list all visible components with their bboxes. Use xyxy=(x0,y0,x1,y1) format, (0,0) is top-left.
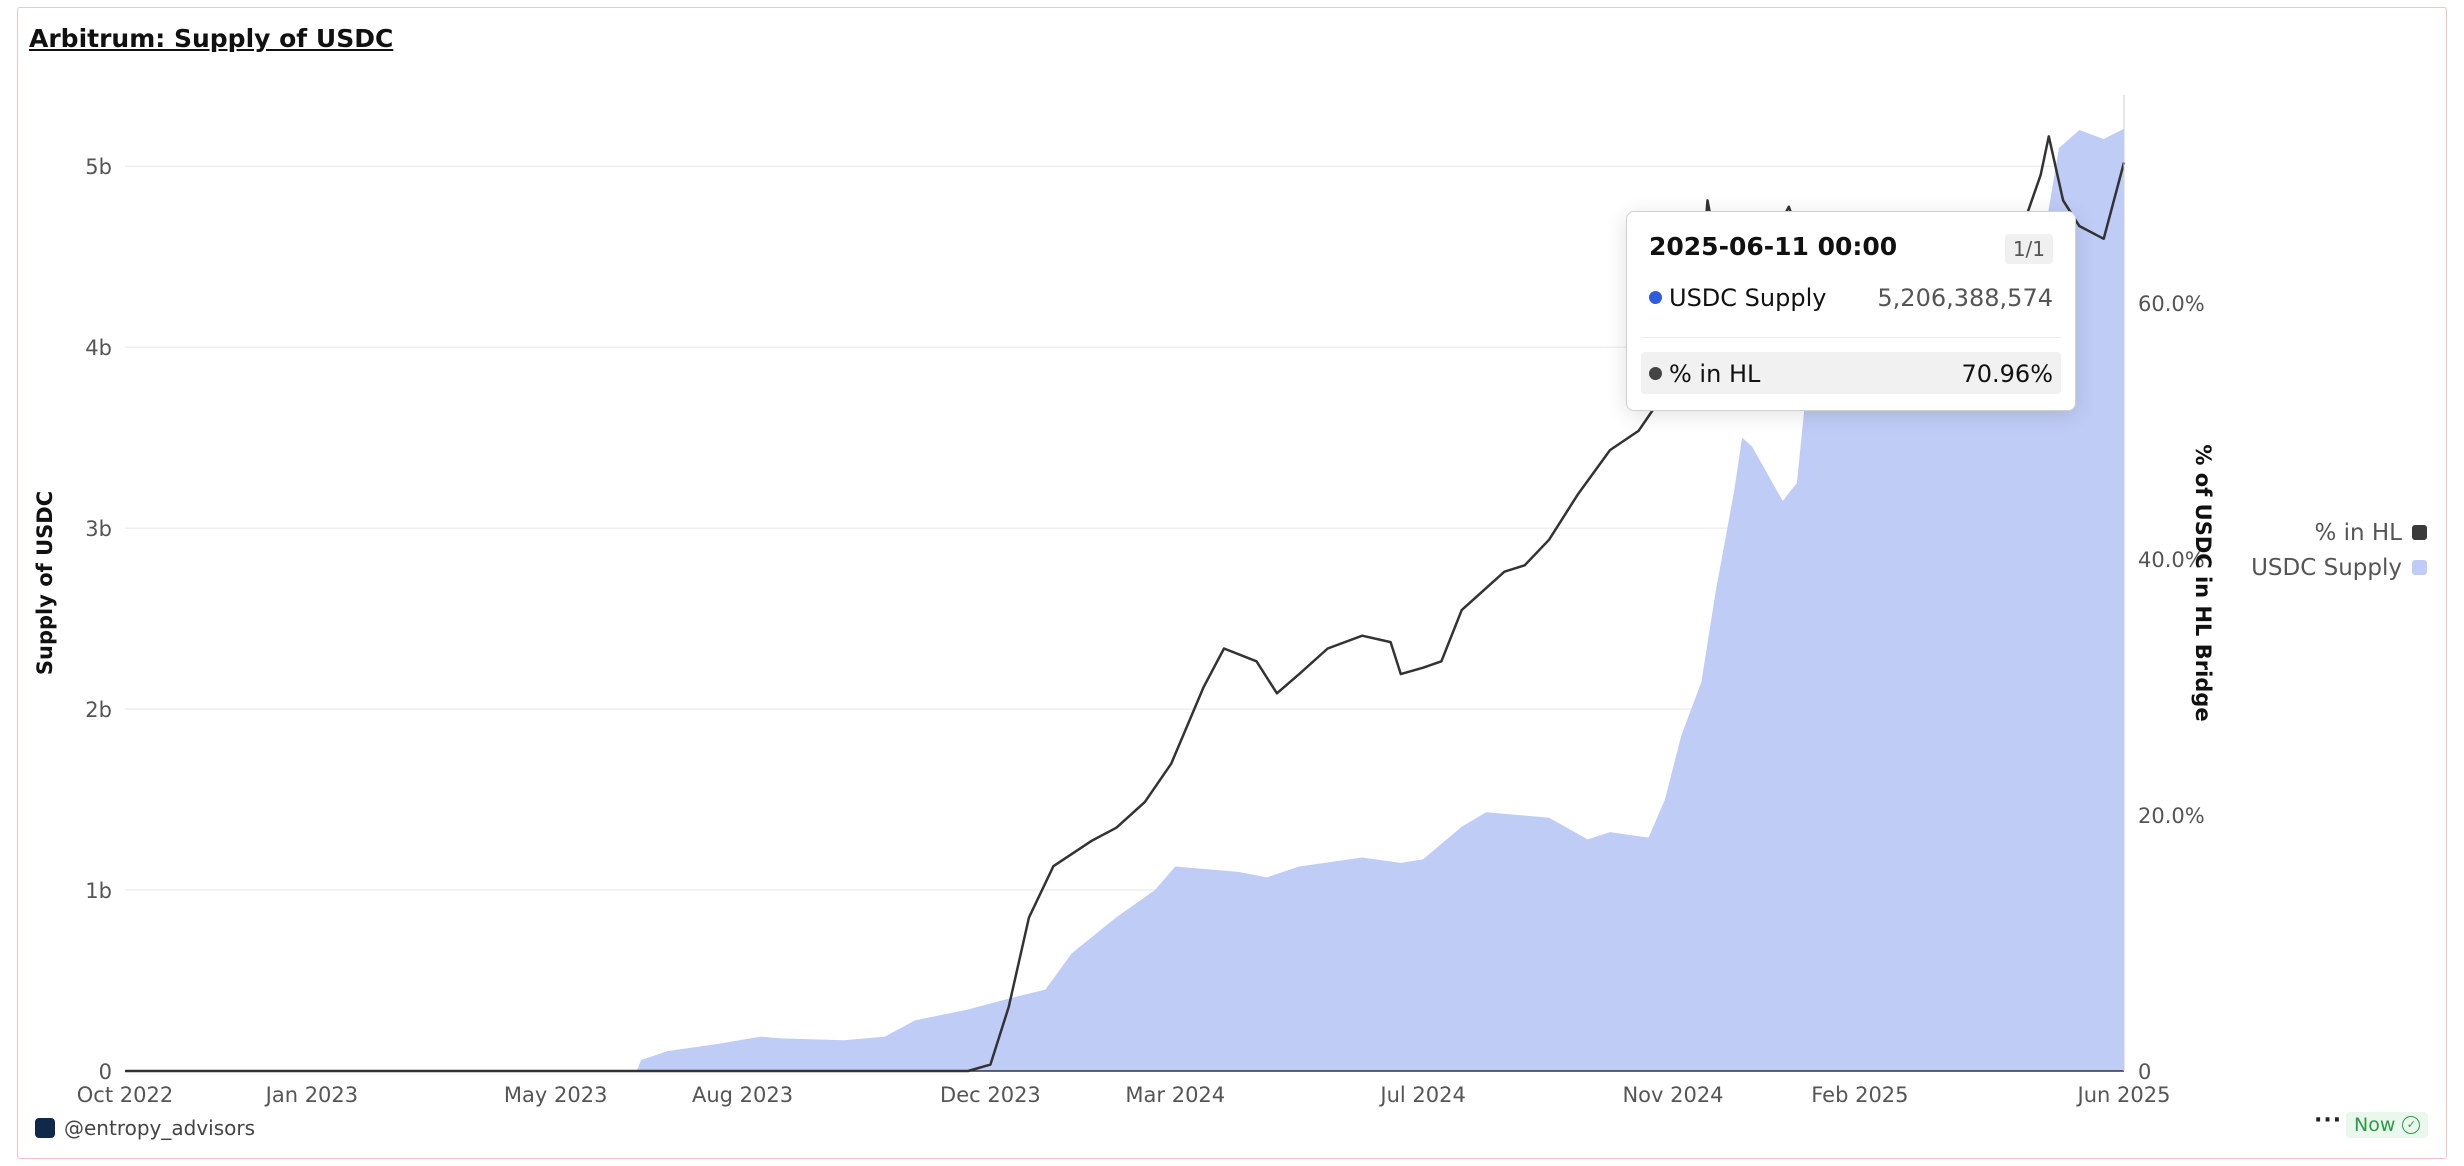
left-tick-label: 0 xyxy=(99,1060,112,1084)
refresh-status-badge[interactable]: Now ✓ xyxy=(2346,1112,2429,1138)
legend-swatch-icon xyxy=(2412,560,2427,575)
x-tick-label: Aug 2023 xyxy=(692,1083,793,1107)
legend-item-usdc-supply[interactable]: USDC Supply xyxy=(2251,550,2427,585)
right-tick-label: 20.0% xyxy=(2138,804,2205,828)
author-handle: @entropy_advisors xyxy=(64,1116,256,1140)
x-tick-label: Jul 2024 xyxy=(1378,1083,1465,1107)
legend-item-pct-in-hl[interactable]: % in HL xyxy=(2251,515,2427,550)
tooltip-series-label: % in HL xyxy=(1669,360,1761,388)
left-tick-label: 3b xyxy=(85,517,112,541)
legend-label: USDC Supply xyxy=(2251,554,2402,581)
right-axis-title: % of USDC in HL Bridge xyxy=(2191,444,2215,721)
x-tick-label: May 2023 xyxy=(504,1083,608,1107)
x-tick-label: Nov 2024 xyxy=(1622,1083,1723,1107)
entropy-logo-icon xyxy=(35,1118,55,1138)
tooltip-date: 2025-06-11 00:00 xyxy=(1649,232,1898,261)
left-tick-label: 1b xyxy=(85,879,112,903)
right-tick-label: 60.0% xyxy=(2138,292,2205,316)
legend-swatch-icon xyxy=(2412,525,2427,540)
tooltip-series-label: USDC Supply xyxy=(1669,284,1827,312)
usdc-supply-area xyxy=(125,128,2124,1072)
x-tick-label: Dec 2023 xyxy=(940,1083,1041,1107)
x-tick-label: Jun 2025 xyxy=(2076,1083,2171,1107)
x-tick-label: Feb 2025 xyxy=(1811,1083,1908,1107)
tooltip-series-value: 5,206,388,574 xyxy=(1877,284,2053,312)
author-credit[interactable]: @entropy_advisors xyxy=(35,1116,255,1140)
usdc-supply-series xyxy=(125,128,2124,1072)
left-axis-title: Supply of USDC xyxy=(33,491,57,675)
tooltip-pager[interactable]: 1/1 xyxy=(2004,234,2053,264)
tooltip-row-usdc-supply: USDC Supply 5,206,388,574 xyxy=(1641,276,2061,318)
x-tick-label: Jan 2023 xyxy=(264,1083,359,1107)
more-options-button[interactable]: ··· xyxy=(2314,1108,2343,1133)
left-tick-label: 4b xyxy=(85,336,112,360)
tooltip-series-value: 70.96% xyxy=(1961,360,2053,388)
status-label: Now xyxy=(2354,1114,2396,1136)
x-tick-label: Mar 2024 xyxy=(1125,1083,1225,1107)
check-circle-icon: ✓ xyxy=(2402,1116,2421,1134)
chart-frame xyxy=(17,7,2447,1159)
chart-title[interactable]: Arbitrum: Supply of USDC xyxy=(29,24,394,53)
left-tick-label: 2b xyxy=(85,698,112,722)
x-tick-label: Oct 2022 xyxy=(77,1083,173,1107)
series-dot-icon xyxy=(1649,367,1662,380)
axes: 0 1b 2b 3b 4b 5b 0 20.0% 40.0% 60.0% Oct 2022 Jan 2… xyxy=(77,95,2205,1107)
tooltip-divider xyxy=(1641,337,2061,338)
left-tick-label: 5b xyxy=(85,155,112,179)
right-tick-label: 0 xyxy=(2138,1060,2151,1084)
legend-label: % in HL xyxy=(2314,519,2402,546)
right-tick-label: 40.0% xyxy=(2138,548,2205,572)
series-dot-icon xyxy=(1649,291,1662,304)
chart-legend: % in HL USDC Supply xyxy=(2251,515,2427,585)
hover-tooltip: 2025-06-11 00:00 1/1 USDC Supply 5,206,3… xyxy=(1626,211,2076,411)
tooltip-row-pct-in-hl: % in HL 70.96% xyxy=(1641,352,2061,394)
